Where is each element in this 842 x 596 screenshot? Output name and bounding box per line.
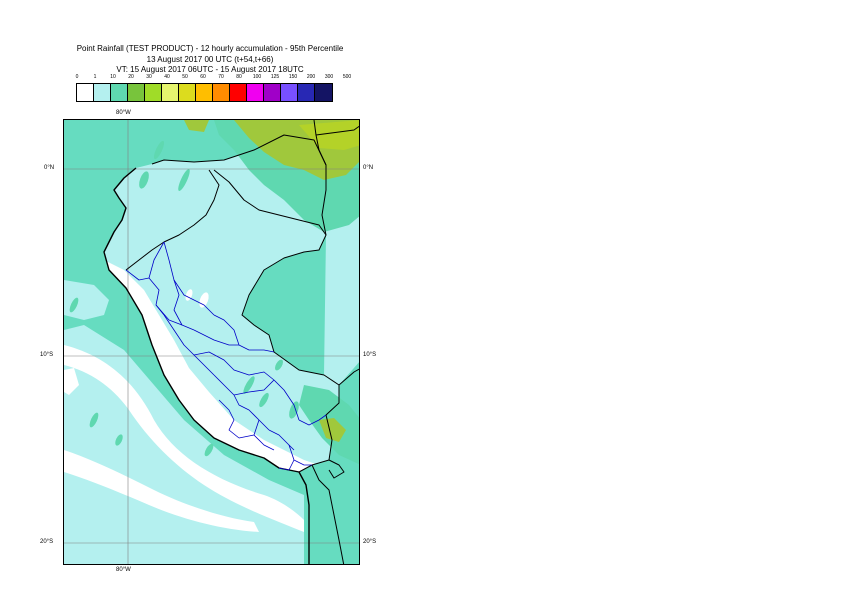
legend-swatches [76, 83, 333, 102]
legend-tick-label: 10 [110, 74, 116, 80]
legend-swatch [315, 84, 332, 101]
legend-swatch [264, 84, 281, 101]
legend-tick-label: 70 [218, 74, 224, 80]
legend-tick-label: 125 [270, 74, 280, 80]
legend-swatch [179, 84, 196, 101]
legend-tick-label: 200 [306, 74, 316, 80]
country-borders [103, 120, 359, 564]
legend-swatch [94, 84, 111, 101]
legend-swatch [77, 84, 94, 101]
lat-label-10-right: 10°S [363, 352, 377, 358]
land-field [104, 135, 339, 472]
rainfall-map [64, 120, 359, 564]
legend-tick-label: 100 [252, 74, 262, 80]
legend-swatch [281, 84, 298, 101]
legend-swatch [298, 84, 315, 101]
lon-label-top: 80°W [116, 110, 131, 116]
dry-offshore-band [64, 345, 304, 532]
legend-tick-label: 1 [93, 74, 97, 80]
legend-tick-label: 60 [200, 74, 206, 80]
legend-swatch [145, 84, 162, 101]
lat-label-0-left: 0°N [44, 165, 55, 171]
legend-swatch [196, 84, 213, 101]
legend-swatch [128, 84, 145, 101]
rain-streaks [69, 140, 299, 457]
legend-tick-label: 500 [342, 74, 352, 80]
legend-tick-label: 300 [324, 74, 334, 80]
map-panel [63, 119, 360, 565]
dry-offshore-band-south [64, 450, 259, 532]
legend-swatch [247, 84, 264, 101]
legend-swatch [230, 84, 247, 101]
rain-zone-north-west [184, 120, 209, 132]
legend-tick-label: 0 [75, 74, 79, 80]
rain-zone-north-heaviest [299, 120, 359, 150]
legend-swatch [213, 84, 230, 101]
figure-title: Point Rainfall (TEST PRODUCT) - 12 hourl… [76, 44, 344, 53]
lat-label-10-left: 10°S [40, 352, 54, 358]
region-borders [125, 241, 327, 471]
legend-tick-label: 50 [182, 74, 188, 80]
legend-tick-label: 150 [288, 74, 298, 80]
legend-swatch [111, 84, 128, 101]
rain-zone-southeast-heavy [319, 418, 346, 442]
legend-swatch [162, 84, 179, 101]
validity-time: VT: 15 August 2017 06UTC - 15 August 201… [116, 65, 304, 74]
lat-label-20-left: 20°S [40, 539, 54, 545]
legend-tick-label: 30 [146, 74, 152, 80]
lon-label-bottom: 80°W [116, 567, 131, 573]
dry-offshore-patch [64, 368, 79, 395]
legend-tick-label: 40 [164, 74, 170, 80]
offshore-light-patch [64, 280, 109, 320]
legend-tick-label: 20 [128, 74, 134, 80]
lat-label-0-right: 0°N [363, 165, 374, 171]
graticule [64, 120, 359, 564]
legend-tick-label: 80 [236, 74, 242, 80]
lat-label-20-right: 20°S [363, 539, 377, 545]
base-time: 13 August 2017 00 UTC (t+54,t+66) [146, 55, 274, 64]
